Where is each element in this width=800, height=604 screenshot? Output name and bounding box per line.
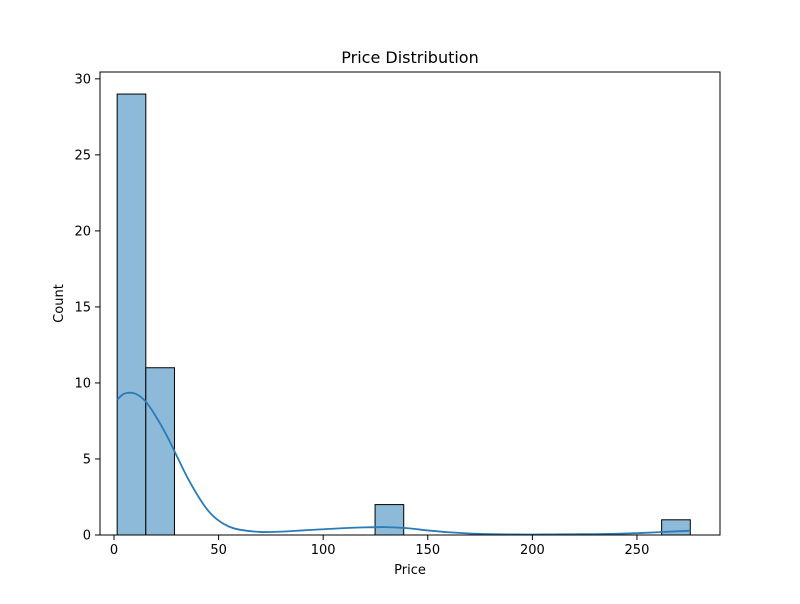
kde-line — [116, 391, 691, 536]
histogram-bars — [116, 93, 691, 536]
chart-title: Price Distribution — [341, 48, 478, 67]
histogram-bar — [374, 504, 405, 536]
x-tick-label: 100 — [311, 543, 336, 558]
y-tick-label: 25 — [74, 148, 91, 163]
y-tick-label: 5 — [83, 452, 91, 467]
x-tick-label: 50 — [210, 543, 227, 558]
histogram-bar — [116, 93, 147, 536]
histogram-bar — [145, 367, 175, 536]
y-axis-ticks: 0 5 10 15 20 25 30 — [74, 72, 100, 544]
x-tick-label: 0 — [110, 543, 118, 558]
x-tick-label: 200 — [520, 543, 545, 558]
x-tick-label: 150 — [415, 543, 440, 558]
y-tick-label: 0 — [83, 529, 91, 544]
x-axis-ticks: 0 50 100 150 200 250 — [110, 535, 649, 558]
x-axis-label: Price — [394, 563, 426, 578]
x-tick-label: 250 — [625, 543, 650, 558]
y-tick-label: 10 — [74, 376, 91, 391]
plot-frame — [99, 71, 721, 536]
y-axis-label: Count — [52, 284, 67, 323]
y-tick-label: 15 — [74, 300, 91, 315]
y-tick-label: 20 — [74, 224, 91, 239]
kde-curve-layer — [116, 391, 691, 536]
y-tick-label: 30 — [74, 72, 91, 87]
